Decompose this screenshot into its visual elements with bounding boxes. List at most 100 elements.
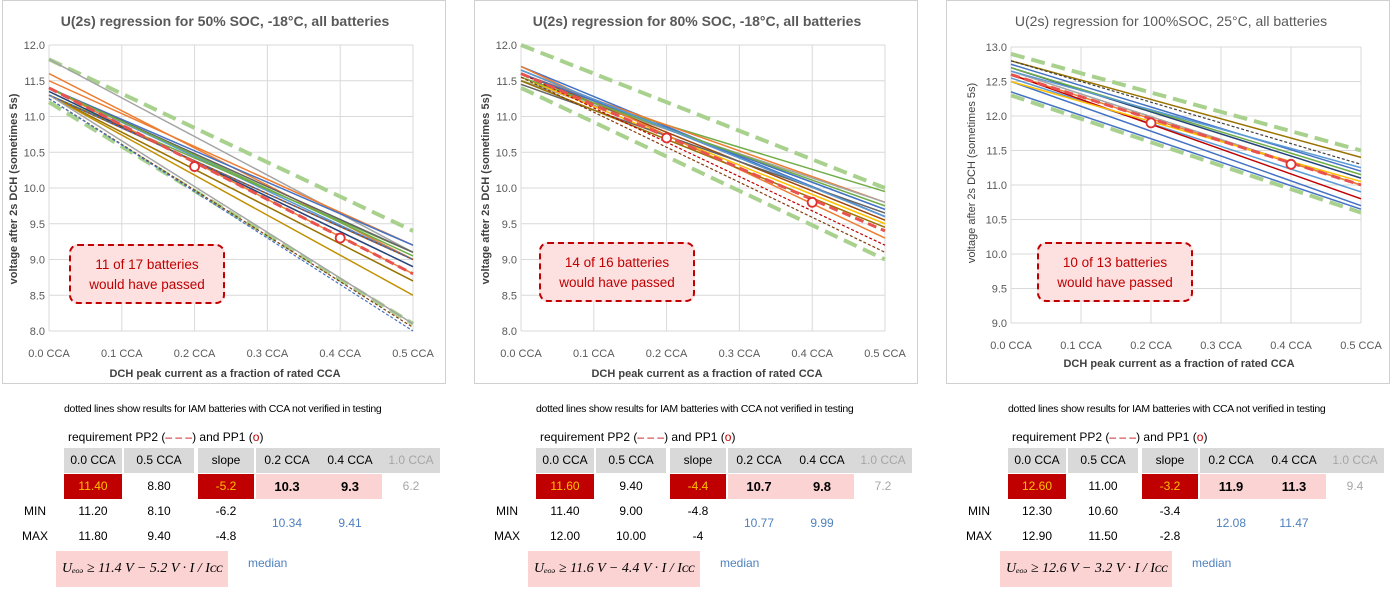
- battery-regression-line: [520, 76, 886, 253]
- req-text-c: ): [259, 430, 264, 444]
- x-axis-label: DCH peak current as a fraction of rated …: [1063, 358, 1294, 370]
- pp2-requirement-line: [1010, 73, 1362, 187]
- battery-regression-line: [520, 73, 886, 246]
- requirement-cell: 11.3: [1262, 474, 1326, 499]
- x-tick-label: 0.0 CCA: [28, 348, 70, 360]
- pass-annotation-line-2: would have passed: [89, 277, 205, 292]
- y-tick-label: 11.5: [496, 76, 517, 88]
- y-tick-label: 11.5: [24, 76, 45, 88]
- requirement-cell: 9.8: [790, 474, 854, 499]
- req-dash-symbol: – – –: [1109, 430, 1137, 444]
- min-cell: 11.20: [78, 504, 108, 518]
- y-tick-label: 9.0: [502, 255, 517, 267]
- y-tick-label: 10.5: [24, 147, 45, 159]
- y-tick-label: 12.0: [496, 40, 517, 52]
- x-tick-label: 0.3 CCA: [1200, 340, 1242, 352]
- requirement-cell: 10.3: [256, 474, 318, 499]
- x-tick-label: 0.0 CCA: [500, 348, 542, 360]
- x-tick-label: 0.4 CCA: [319, 348, 361, 360]
- x-tick-label: 0.3 CCA: [247, 348, 289, 360]
- requirement-cell: 9.4: [1346, 479, 1364, 493]
- battery-regression-line: [1010, 80, 1362, 183]
- chart-svg-3: 9.0 9.5 10.0 10.5 11.0 11.5 12.0 12.5 13.0 0.0 CC…: [966, 13, 1382, 370]
- requirement-cell: 10.7: [728, 474, 790, 499]
- pp2-requirement-line: [48, 86, 414, 276]
- min-cell: 11.40: [550, 504, 580, 518]
- pass-annotation: 11 of 17 batteries would have passed: [69, 244, 225, 304]
- min-cell: -4.8: [687, 504, 709, 518]
- battery-regression-line: [520, 69, 886, 218]
- battery-regression-line: [1010, 91, 1362, 210]
- requirement-formula: Uₑₒₔ ≥ 12.6 V − 3.2 V · I / Iᴄᴄ: [1000, 551, 1172, 587]
- x-tick-label: 0.2 CCA: [1130, 340, 1172, 352]
- pass-annotation-line-1: 11 of 17 batteries: [95, 257, 199, 272]
- x-tick-label: 0.1 CCA: [573, 348, 615, 360]
- requirement-cell: 11.40: [64, 474, 122, 499]
- x-axis-label: DCH peak current as a fraction of rated …: [109, 368, 340, 380]
- y-tick-label: 11.5: [986, 146, 1007, 158]
- pass-annotation: 14 of 16 batteries would have passed: [539, 242, 695, 302]
- battery-regression-line: [1010, 77, 1362, 193]
- battery-regression-line: [48, 87, 414, 246]
- median-label: median: [720, 556, 760, 570]
- y-tick-label: 10.0: [496, 183, 517, 195]
- requirement-cell: 12.60: [1008, 474, 1066, 499]
- table-header: 0.4 CCA: [1262, 448, 1326, 473]
- y-axis-label: voltage after 2s DCH (sometimes 5s): [966, 83, 978, 263]
- battery-regression-line: [1010, 60, 1362, 165]
- table-header: 0.5 CCA: [124, 448, 194, 473]
- min-cell: 10.60: [1087, 504, 1119, 518]
- x-tick-label: 0.5 CCA: [392, 348, 434, 360]
- y-axis-label: voltage after 2s DCH (sometimes 5s): [8, 93, 20, 284]
- summary-panel-1: dotted lines show results for IAM batter…: [2, 396, 446, 605]
- requirement-cell: -3.2: [1142, 474, 1198, 499]
- y-tick-label: 10.5: [496, 147, 517, 159]
- min-label: MIN: [968, 504, 990, 518]
- pp1-requirement-point: [334, 232, 346, 244]
- max-cell: -2.8: [1159, 529, 1181, 543]
- pp1-requirement-point: [1145, 117, 1157, 129]
- req-dash-symbol: – – –: [637, 430, 665, 444]
- x-tick-label: 0.5 CCA: [1340, 340, 1382, 352]
- min-cell: -6.2: [215, 504, 237, 518]
- battery-regression-line: [520, 76, 886, 207]
- y-tick-label: 10.5: [986, 215, 1007, 227]
- table-header: 0.0 CCA: [536, 448, 594, 473]
- min-max-envelope-line: [1010, 51, 1362, 153]
- requirement-cell: -5.2: [198, 474, 254, 499]
- battery-regression-line: [48, 94, 414, 254]
- req-text-a: requirement PP2 (: [68, 430, 166, 444]
- table-header: 1.0 CCA: [1326, 448, 1384, 473]
- requirement-cell: 9.3: [318, 474, 382, 499]
- y-tick-label: 10.0: [24, 183, 45, 195]
- table-header: 0.4 CCA: [318, 448, 382, 473]
- pass-annotation-line-2: would have passed: [559, 275, 675, 290]
- requirement-formula: Uₑₒₔ ≥ 11.4 V − 5.2 V · I / Iᴄᴄ: [56, 551, 228, 587]
- requirement-legend: requirement PP2 (– – –) and PP1 (o): [1012, 430, 1207, 444]
- battery-regression-line: [48, 94, 414, 296]
- min-max-envelope-line: [520, 86, 886, 262]
- min-max-envelope-line: [48, 57, 414, 233]
- min-label: MIN: [24, 504, 46, 518]
- max-cell: 12.00: [549, 529, 581, 543]
- x-tick-label: 0.4 CCA: [791, 348, 833, 360]
- requirement-legend: requirement PP2 (– – –) and PP1 (o): [68, 430, 263, 444]
- summary-panel-2: dotted lines show results for IAM batter…: [474, 396, 918, 605]
- y-tick-label: 8.5: [30, 290, 45, 302]
- battery-regression-line: [48, 98, 414, 332]
- chart-panel-3: 9.0 9.5 10.0 10.5 11.0 11.5 12.0 12.5 13.0 0.0 CC…: [946, 0, 1390, 384]
- x-tick-label: 0.3 CCA: [719, 348, 761, 360]
- table-header: 0.0 CCA: [64, 448, 122, 473]
- chart-panel-1: 8.0 8.5 9.0 9.5 10.0 10.5 11.0 11.5 12.0 0.0 CCA 0…: [2, 0, 446, 384]
- y-tick-label: 9.5: [30, 219, 45, 231]
- x-tick-label: 0.2 CCA: [646, 348, 688, 360]
- req-text-a: requirement PP2 (: [1012, 430, 1110, 444]
- table-header: 0.5 CCA: [1068, 448, 1138, 473]
- x-tick-label: 0.0 CCA: [990, 340, 1032, 352]
- battery-regression-line: [1010, 80, 1362, 207]
- median-cell: 9.99: [810, 516, 834, 530]
- y-tick-label: 9.5: [992, 284, 1007, 296]
- max-label: MAX: [965, 529, 992, 543]
- pass-annotation-line-1: 10 of 13 batteries: [1062, 255, 1168, 270]
- req-text-b: ) and PP1 (: [1136, 430, 1197, 444]
